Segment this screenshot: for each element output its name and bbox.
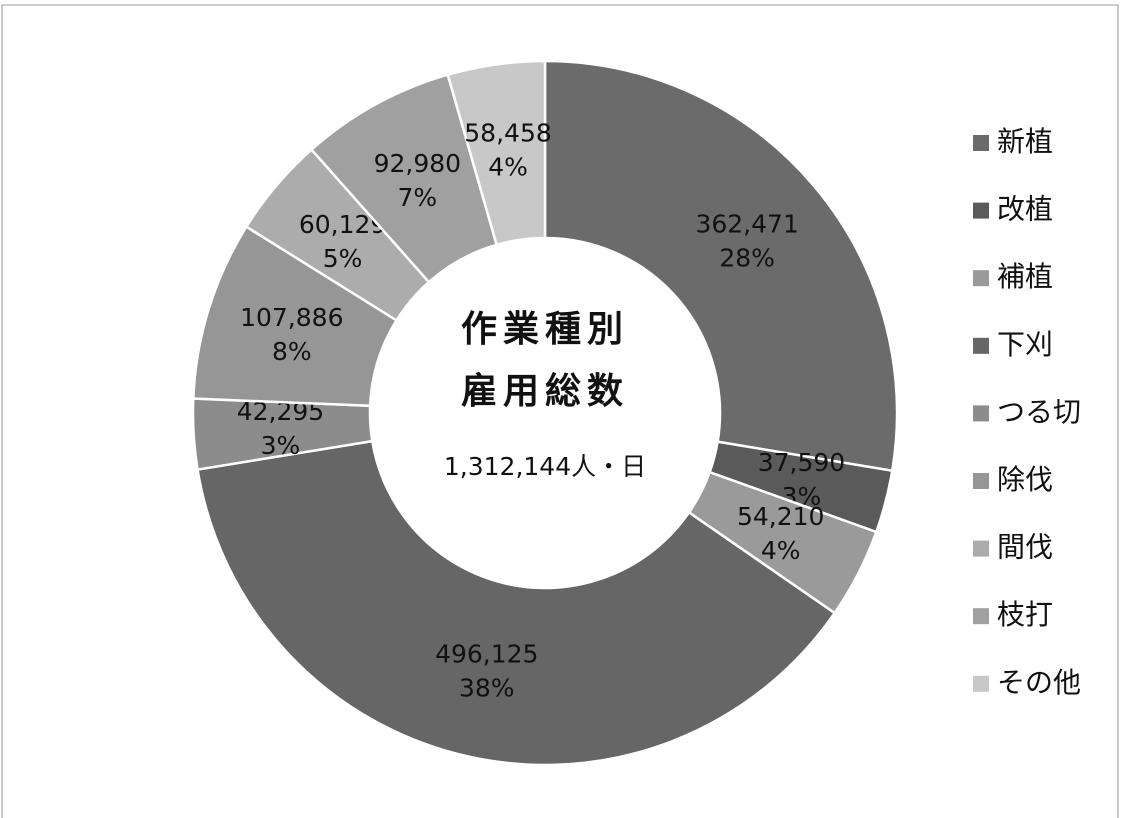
legend-label: 下刈 <box>997 328 1053 361</box>
legend-swatch <box>973 270 989 287</box>
percent-label: 5% <box>323 244 363 273</box>
slice <box>543 59 899 473</box>
legend-swatch <box>973 135 989 151</box>
legend-swatch <box>973 540 989 557</box>
legend-label: 新植 <box>997 125 1053 158</box>
percent-label: 4% <box>488 153 528 182</box>
legend-label: 間伐 <box>997 531 1053 564</box>
slice <box>196 439 837 767</box>
legend-swatch <box>973 675 989 692</box>
percent-label: 7% <box>398 183 438 212</box>
legend-swatch <box>973 202 989 219</box>
center-title: 雇用総数 <box>461 371 629 412</box>
center-title: 作業種別 <box>461 309 629 350</box>
value-label: 496,125 <box>435 640 538 669</box>
legend-label: 枝打 <box>997 598 1053 631</box>
value-label: 58,458 <box>464 119 551 148</box>
legend-label: 改植 <box>997 193 1053 226</box>
value-label: 107,886 <box>240 303 343 332</box>
legend-label: 除伐 <box>997 463 1053 496</box>
legend-swatch <box>973 473 989 489</box>
legend-swatch <box>973 337 989 354</box>
percent-label: 38% <box>459 674 515 703</box>
value-label: 54,210 <box>737 502 824 531</box>
slice <box>446 59 547 247</box>
percent-label: 28% <box>719 244 775 273</box>
value-label: 362,471 <box>695 210 798 239</box>
value-label: 92,980 <box>374 149 461 178</box>
legend-swatch <box>973 405 989 422</box>
value-label: 37,590 <box>758 448 845 477</box>
percent-label: 3% <box>261 431 301 460</box>
legend-label: その他 <box>997 666 1081 699</box>
legend-label: 補植 <box>997 260 1053 293</box>
percent-label: 4% <box>761 536 801 565</box>
percent-label: 8% <box>272 337 312 366</box>
legend-label: つる切 <box>997 395 1081 428</box>
center-total: 1,312,144人・日 <box>444 452 646 481</box>
legend-swatch <box>973 608 989 625</box>
